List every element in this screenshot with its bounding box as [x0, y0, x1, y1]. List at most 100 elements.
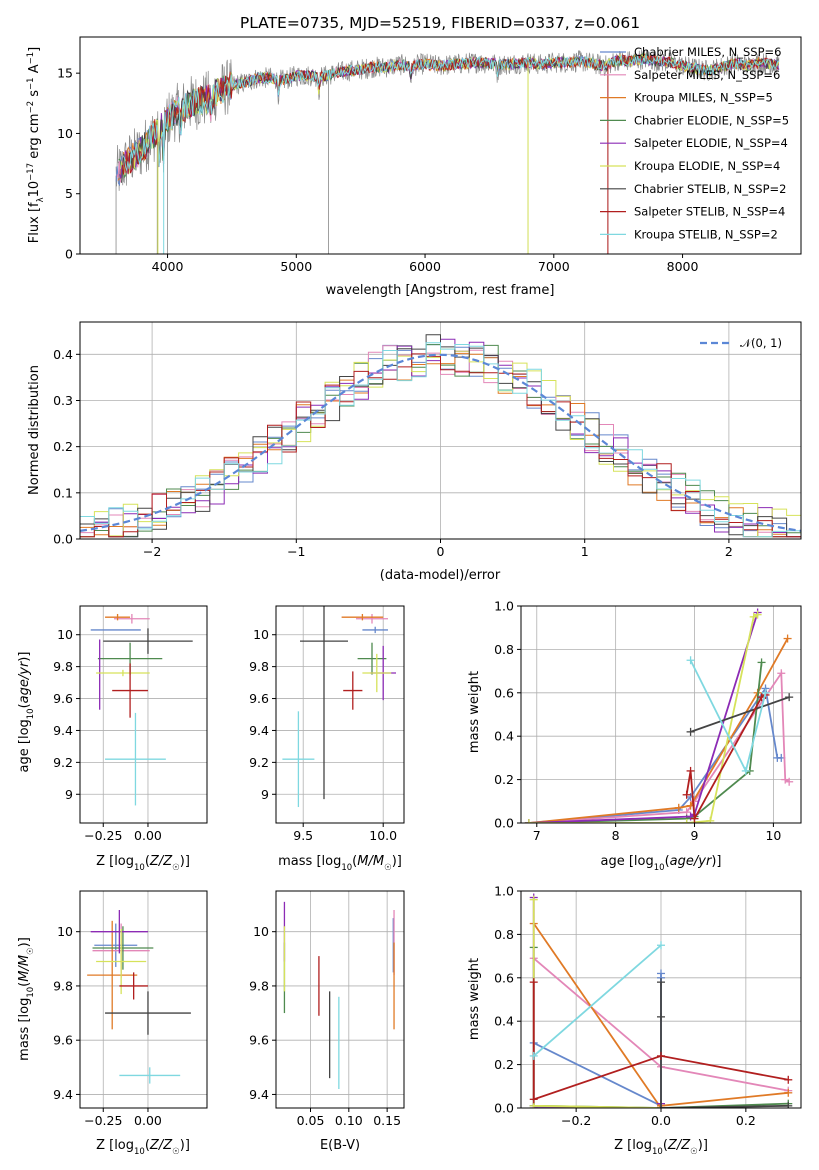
- y-tick-label: 9.4: [53, 723, 73, 738]
- y-tick-label: 0.3: [53, 393, 73, 408]
- y-tick-label: 1.0: [494, 884, 514, 899]
- line-series-7: [532, 982, 789, 1101]
- line-series-0: [528, 686, 782, 823]
- y-tick-label: 9.6: [53, 1033, 73, 1048]
- axes-frame-7: [520, 890, 802, 1109]
- y-axis-label: Normed distribution: [27, 365, 42, 495]
- x-tick-label: 9: [691, 828, 699, 843]
- legend-label: Salpeter STELIB, N_SSP=4: [634, 205, 785, 219]
- y-tick-label: 10: [253, 924, 269, 939]
- y-tick-label: 0.0: [53, 532, 73, 547]
- x-tick-label: 7000: [538, 259, 570, 274]
- x-tick-label: 0.15: [373, 1113, 401, 1128]
- gaussian-curve: [80, 353, 801, 532]
- x-axis-label: wavelength [Angstrom, rest frame]: [326, 283, 555, 298]
- y-tick-label: 9.6: [249, 691, 269, 706]
- x-tick-label: 0: [437, 544, 445, 559]
- y-tick-label: 0.6: [494, 685, 514, 700]
- y-tick-label: 9.4: [249, 723, 269, 738]
- plot-area-3: [276, 606, 404, 823]
- y-axis-label: Flux [fλ10−17 erg cm−2 s−1 A−1]: [26, 47, 46, 243]
- y-tick-label: 5: [65, 186, 73, 201]
- y-tick-label: 9.6: [249, 1033, 269, 1048]
- y-tick-label: 10: [57, 627, 73, 642]
- x-tick-label: 0.0: [651, 1113, 671, 1128]
- x-tick-label: −0.25: [84, 828, 122, 843]
- legend-label: Kroupa STELIB, N_SSP=2: [634, 227, 778, 241]
- x-tick-label: 8: [612, 828, 620, 843]
- x-axis-label: age [log10(age/yr)]: [601, 854, 722, 873]
- y-tick-label: 10: [57, 924, 73, 939]
- legend-label: Salpeter ELODIE, N_SSP=4: [634, 136, 788, 150]
- plot-area-6: [276, 891, 404, 1108]
- histogram-series-7: [80, 353, 801, 538]
- x-axis-label: Z [log10(Z/Z☉)]: [96, 854, 190, 873]
- legend-label: 𝒩(0, 1): [740, 336, 782, 350]
- x-axis-label: Z [log10(Z/Z☉)]: [614, 1138, 708, 1157]
- x-tick-label: 2: [725, 544, 733, 559]
- y-tick-label: 0.4: [494, 729, 514, 744]
- x-tick-label: 4000: [152, 259, 184, 274]
- y-tick-label: 9: [65, 787, 73, 802]
- x-tick-label: −1: [287, 544, 305, 559]
- line-series-2: [528, 638, 789, 823]
- y-tick-label: 0.4: [53, 347, 73, 362]
- y-tick-label: 9: [261, 787, 269, 802]
- line-series-6: [660, 982, 789, 1108]
- y-tick-label: 0.2: [494, 772, 514, 787]
- y-tick-label: 9.2: [53, 755, 73, 770]
- y-tick-label: 9.6: [53, 691, 73, 706]
- y-tick-label: 9.4: [249, 1087, 269, 1102]
- legend-label: Salpeter MILES, N_SSP=6: [634, 68, 780, 82]
- x-axis-label: E(B-V): [320, 1138, 360, 1153]
- y-tick-label: 0.0: [494, 1101, 514, 1116]
- x-axis-label: Z [log10(Z/Z☉)]: [96, 1138, 190, 1157]
- y-tick-label: 10: [57, 126, 73, 141]
- axes-frame-1: [79, 321, 802, 540]
- axes-frame-3: [275, 605, 405, 824]
- plot-area-5: [80, 891, 207, 1108]
- axes-frame-6: [275, 890, 405, 1109]
- legend-label: Chabrier MILES, N_SSP=6: [634, 45, 781, 59]
- x-tick-label: 8000: [667, 259, 699, 274]
- x-tick-label: 0.10: [335, 1113, 363, 1128]
- y-tick-label: 0.0: [494, 816, 514, 831]
- y-tick-label: 0.2: [53, 439, 73, 454]
- line-series-4: [528, 612, 759, 823]
- x-tick-label: 0.05: [297, 1113, 325, 1128]
- model-spectrum-8: [122, 54, 780, 171]
- y-tick-label: 15: [57, 66, 73, 81]
- plot-area-7: [521, 891, 801, 1108]
- y-axis-label: mass [log10(M/M☉)]: [17, 937, 36, 1061]
- x-tick-label: 10: [765, 828, 781, 843]
- x-tick-label: 5000: [280, 259, 312, 274]
- y-tick-label: 10: [253, 627, 269, 642]
- y-tick-label: 9.8: [249, 659, 269, 674]
- y-tick-label: 0.4: [494, 1014, 514, 1029]
- axes-frame-4: [520, 605, 802, 824]
- x-axis-label: (data-model)/error: [380, 568, 501, 583]
- plot-area-2: [80, 606, 207, 823]
- line-series-4: [532, 897, 662, 1108]
- y-tick-label: 0.1: [53, 485, 73, 500]
- x-tick-label: 9.5: [293, 828, 313, 843]
- x-tick-label: 0.00: [134, 1113, 162, 1128]
- axes-frame-5: [79, 890, 208, 1109]
- y-tick-label: 9.8: [249, 978, 269, 993]
- legend-label: Kroupa ELODIE, N_SSP=4: [634, 159, 780, 173]
- y-tick-label: 0.6: [494, 970, 514, 985]
- plot-area-1: [80, 322, 801, 539]
- plot-area-0: [115, 49, 780, 254]
- x-tick-label: 0.00: [134, 828, 162, 843]
- line-series-1: [528, 670, 790, 823]
- y-tick-label: 0.8: [494, 927, 514, 942]
- plot-area-4: [521, 606, 801, 823]
- x-tick-label: 1: [581, 544, 589, 559]
- x-tick-label: 0.2: [736, 1113, 756, 1128]
- x-tick-label: 7: [533, 828, 541, 843]
- x-tick-label: −2: [143, 544, 161, 559]
- line-series-6: [690, 696, 790, 733]
- histogram-series-8: [80, 342, 801, 538]
- y-tick-label: 9.4: [53, 1087, 73, 1102]
